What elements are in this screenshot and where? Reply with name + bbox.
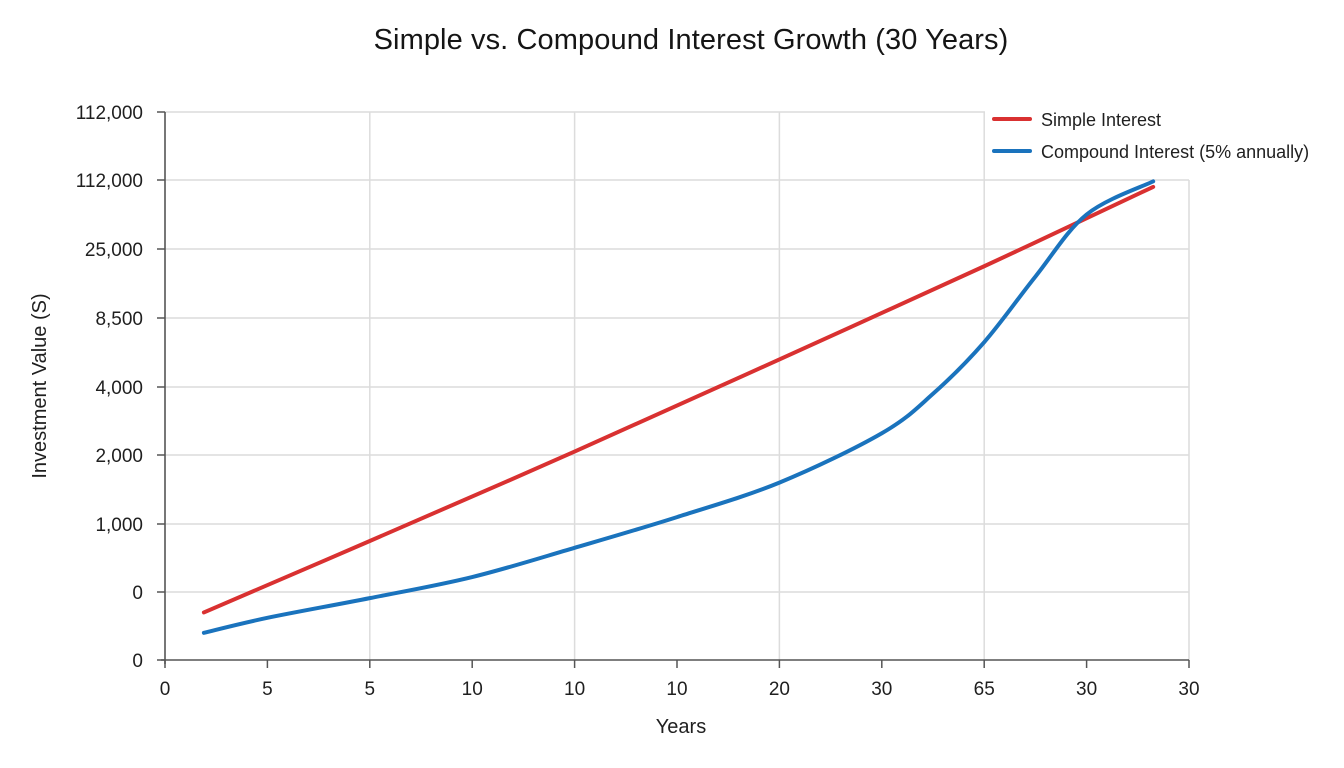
x-tick-label: 65 — [974, 679, 995, 700]
chart-title: Simple vs. Compound Interest Growth (30 … — [373, 24, 1009, 56]
y-tick-label: 112,000 — [76, 171, 143, 192]
y-tick-label: 0 — [132, 651, 143, 672]
y-axis-label: Investment Value (S) — [29, 293, 51, 478]
legend-item: Simple Interest — [992, 110, 1161, 130]
compound-interest-line — [201, 179, 1156, 635]
x-tick-label: 10 — [666, 679, 687, 700]
y-tick-label: 4,000 — [95, 378, 143, 399]
y-tick-label: 2,000 — [95, 446, 143, 467]
legend-label: Simple Interest — [1041, 110, 1161, 130]
axes — [161, 112, 1189, 664]
y-tick-label: 8,500 — [95, 309, 143, 330]
y-tick-label: 25,000 — [85, 240, 143, 261]
x-tick-label: 30 — [1076, 679, 1097, 700]
x-tick-label: 20 — [769, 679, 790, 700]
x-tick-label: 10 — [564, 679, 585, 700]
x-axis-label: Years — [656, 716, 706, 738]
legend-item: Compound Interest (5% annually) — [992, 142, 1309, 162]
x-tick-label: 10 — [462, 679, 483, 700]
x-axis-ticks: 0 5 5 10 10 10 20 30 65 30 30 — [160, 660, 1200, 700]
simple-interest-line — [201, 184, 1156, 615]
y-tick-label: 112,000 — [76, 103, 143, 124]
y-tick-label: 0 — [132, 583, 143, 604]
x-tick-label: 30 — [871, 679, 892, 700]
grid-lines — [165, 111, 1190, 660]
x-tick-label: 0 — [160, 679, 171, 700]
legend-label: Compound Interest (5% annually) — [1041, 142, 1309, 162]
x-tick-label: 5 — [262, 679, 273, 700]
y-axis-ticks: 0 0 1,000 2,000 4,000 8,500 25,000 112,000 112,0… — [76, 103, 165, 672]
data-series — [201, 179, 1156, 635]
x-tick-label: 30 — [1178, 679, 1199, 700]
legend: Simple Interest Compound Interest (5% ann… — [992, 110, 1309, 162]
y-tick-label: 1,000 — [95, 515, 143, 536]
x-tick-label: 5 — [365, 679, 376, 700]
